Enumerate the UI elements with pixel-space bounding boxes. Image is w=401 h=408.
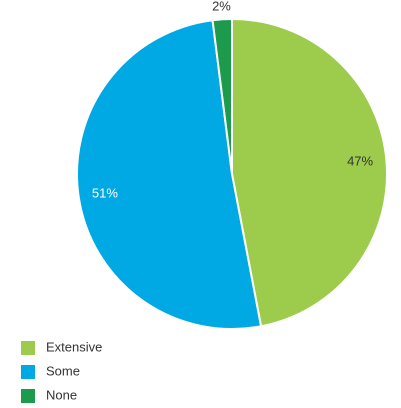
legend-label: Extensive <box>46 339 102 354</box>
legend-label: None <box>46 387 77 402</box>
legend-swatch <box>21 365 35 379</box>
legend-swatch <box>21 341 35 355</box>
pie-slice <box>76 19 263 330</box>
value-label: 2% <box>212 0 231 13</box>
pie-slice <box>211 17 233 175</box>
pie-slice <box>231 17 389 328</box>
value-label: 51% <box>92 186 118 201</box>
value-label: 47% <box>347 153 373 168</box>
legend-label: Some <box>46 363 80 378</box>
legend-swatch <box>21 389 35 403</box>
